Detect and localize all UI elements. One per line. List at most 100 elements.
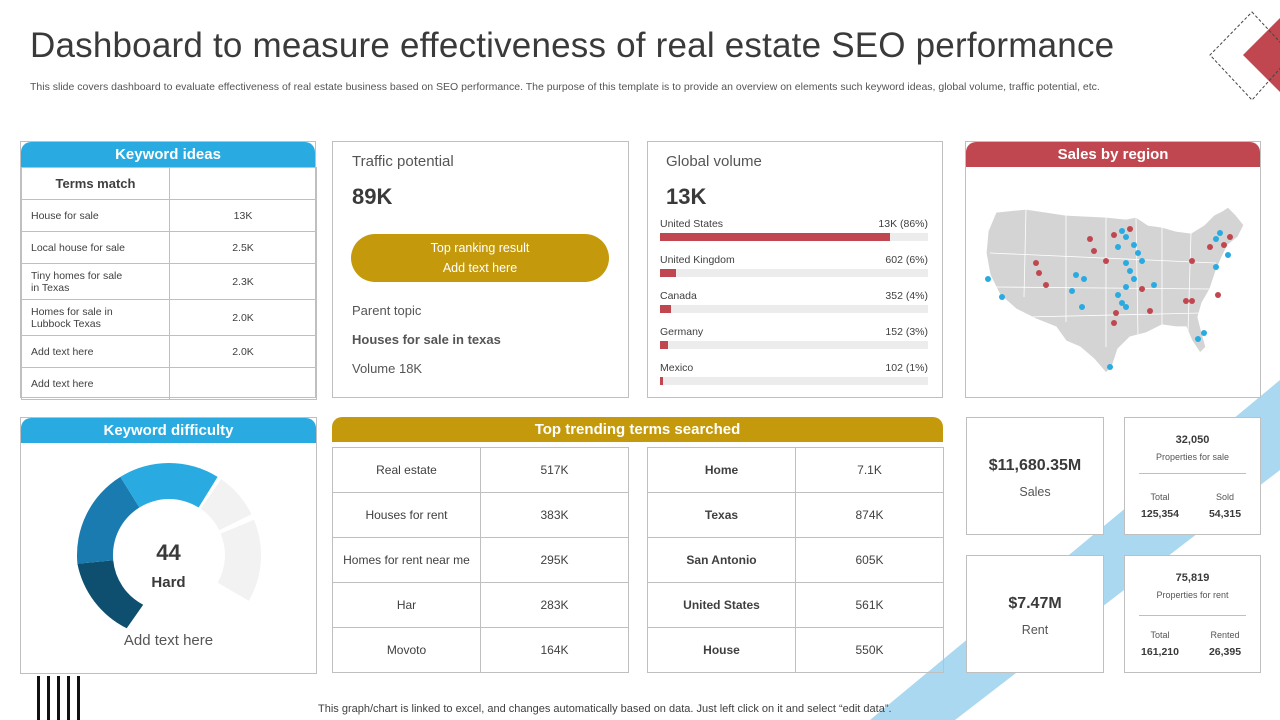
- global-volume-panel: Global volume 13K United States 13K (86%)…: [647, 141, 943, 398]
- table-row: Home 7.1K: [647, 447, 944, 493]
- table-row: Real estate 517K: [332, 447, 629, 493]
- bars-decoration: [37, 676, 80, 720]
- trend-term: Movoto: [332, 627, 481, 673]
- trend-term: Home: [647, 447, 796, 493]
- pill-line-1: Top ranking result: [430, 241, 530, 255]
- volume-bar-track: [660, 305, 928, 313]
- sales-box: $11,680.35M Sales: [966, 417, 1104, 535]
- volume-bar-track: [660, 377, 928, 385]
- trending-header: Top trending terms searched: [332, 417, 943, 442]
- country-name: Canada: [660, 290, 697, 302]
- trending-right-table: Home 7.1K Texas 874K San Antonio 605K United S…: [647, 447, 944, 673]
- trend-term: San Antonio: [647, 537, 796, 583]
- country-value: 352 (4%): [885, 290, 928, 302]
- trend-value: 561K: [795, 582, 944, 628]
- difficulty-value: 44: [156, 540, 181, 565]
- table-row: Tiny homes for sale in Texas 2.3K: [21, 263, 317, 300]
- global-volume-row: Germany 152 (3%): [660, 326, 928, 354]
- country-value: 602 (6%): [885, 254, 928, 266]
- keyword-term: House for sale: [21, 199, 170, 232]
- rent-rented-value: 26,395: [1208, 646, 1242, 658]
- value-header: [169, 167, 317, 200]
- rent-box: $7.47M Rent: [966, 555, 1104, 673]
- keyword-term: Local house for sale: [21, 231, 170, 264]
- country-value: 102 (1%): [885, 362, 928, 374]
- donut-segment-mid: [76, 476, 140, 564]
- volume-bar-track: [660, 341, 928, 349]
- trend-value: 383K: [480, 492, 629, 538]
- page-subtitle: This slide covers dashboard to evaluate …: [30, 81, 1100, 93]
- volume-bar-fill: [660, 341, 668, 349]
- donut-segment-grey-1: [200, 479, 252, 531]
- sale-sold-value: 54,315: [1208, 508, 1242, 520]
- country-value: 152 (3%): [885, 326, 928, 338]
- pill-line-2: Add text here: [442, 261, 518, 275]
- terms-match-header: Terms match: [21, 167, 170, 200]
- global-volume-row: United States 13K (86%): [660, 218, 928, 246]
- rent-rented-label: Rented: [1210, 630, 1240, 640]
- sale-total-label: Total: [1150, 492, 1170, 502]
- keyword-value: 2.3K: [169, 263, 317, 300]
- trend-term: Houses for rent: [332, 492, 481, 538]
- table-row: Houses for rent 383K: [332, 492, 629, 538]
- global-volume-row: United Kingdom 602 (6%): [660, 254, 928, 282]
- volume-bar-fill: [660, 269, 676, 277]
- table-header-row: Terms match: [21, 167, 317, 200]
- trend-term: Homes for rent near me: [332, 537, 481, 583]
- donut-segment-dark: [77, 560, 144, 629]
- map-markers: [985, 226, 1233, 370]
- country-value: 13K (86%): [878, 218, 928, 230]
- difficulty-caption: Add text here: [123, 632, 214, 649]
- trend-term: Texas: [647, 492, 796, 538]
- sale-sold-label: Sold: [1215, 492, 1234, 502]
- properties-for-sale-box: 32,050 Properties for sale Total Sold 12…: [1124, 417, 1261, 535]
- keyword-value: [169, 367, 317, 400]
- parent-topic-value: Houses for sale in texas: [352, 332, 501, 347]
- table-row: Movoto 164K: [332, 627, 629, 673]
- table-row: Add text here: [21, 367, 317, 400]
- volume-bar-fill: [660, 233, 890, 241]
- keyword-ideas-header: Keyword ideas: [21, 142, 315, 167]
- rent-label: Rent: [1021, 623, 1049, 637]
- trend-term: Real estate: [332, 447, 481, 493]
- us-map: [985, 206, 1245, 374]
- volume-bar-track: [660, 233, 928, 241]
- table-row: San Antonio 605K: [647, 537, 944, 583]
- rent-total-value: 161,210: [1141, 646, 1179, 658]
- trend-value: 517K: [480, 447, 629, 493]
- sale-total-value: 125,354: [1141, 508, 1179, 520]
- table-row: Homes for sale in Lubbock Texas 2.0K: [21, 299, 317, 336]
- rent-value: $7.47M: [1008, 595, 1062, 612]
- keyword-value: 2.0K: [169, 299, 317, 336]
- keyword-term: Add text here: [21, 367, 170, 400]
- difficulty-donut: [76, 463, 262, 629]
- properties-rent-label: Properties for rent: [1156, 590, 1229, 600]
- traffic-potential-label: Traffic potential: [352, 153, 454, 170]
- keyword-term: Tiny homes for sale in Texas: [21, 263, 170, 300]
- volume-bar-fill: [660, 377, 663, 385]
- country-name: United States: [660, 218, 724, 230]
- properties-sale-label: Properties for sale: [1155, 452, 1230, 462]
- keyword-ideas-table: Terms match House for sale 13K Local hou…: [21, 167, 317, 400]
- divider: [1139, 473, 1246, 474]
- page-title: Dashboard to measure effectiveness of re…: [30, 26, 1115, 65]
- country-name: United Kingdom: [660, 254, 735, 266]
- table-row: Homes for rent near me 295K: [332, 537, 629, 583]
- donut-segment-light: [120, 463, 218, 508]
- sales-by-region-panel: Sales by region: [965, 141, 1261, 398]
- trend-term: United States: [647, 582, 796, 628]
- trend-value: 550K: [795, 627, 944, 673]
- volume-bar-fill: [660, 305, 671, 313]
- keyword-term: Add text here: [21, 335, 170, 368]
- properties-sale-value: 32,050: [1175, 434, 1210, 446]
- global-volume-value: 13K: [666, 184, 707, 209]
- divider: [1139, 615, 1246, 616]
- trend-value: 283K: [480, 582, 629, 628]
- keyword-value: 2.0K: [169, 335, 317, 368]
- keyword-difficulty-panel: Keyword difficulty 44 Hard Add text here: [20, 417, 317, 674]
- rent-total-label: Total: [1150, 630, 1170, 640]
- traffic-potential-value: 89K: [352, 184, 393, 209]
- table-row: United States 561K: [647, 582, 944, 628]
- global-volume-row: Canada 352 (4%): [660, 290, 928, 318]
- table-row: Local house for sale 2.5K: [21, 231, 317, 264]
